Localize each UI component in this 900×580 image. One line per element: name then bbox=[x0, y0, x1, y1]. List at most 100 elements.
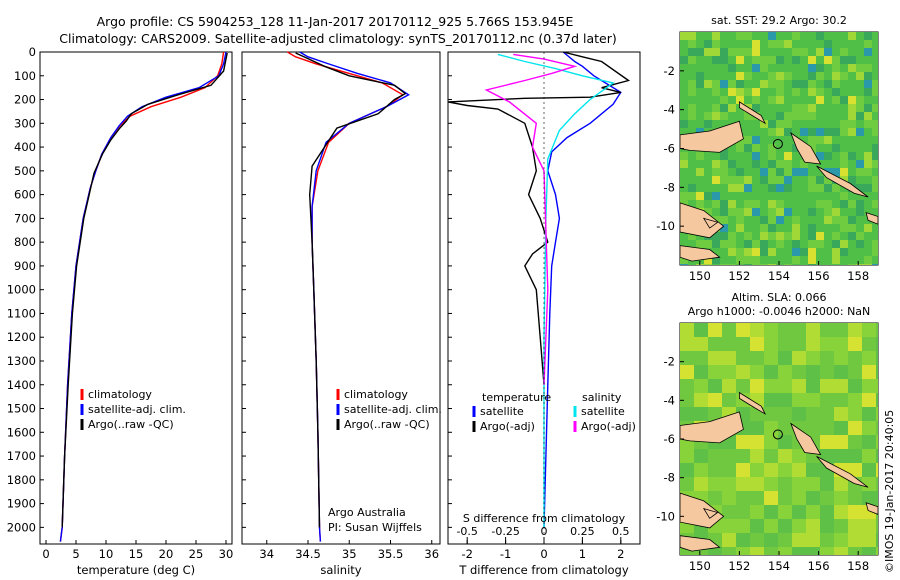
map_sst-cell bbox=[792, 64, 800, 72]
map_sla-cell bbox=[750, 505, 764, 519]
map_sst-cell bbox=[720, 232, 728, 240]
temperature-y-tick-label: 700 bbox=[14, 211, 36, 225]
map_sst-cell bbox=[832, 104, 840, 112]
map_sst-cell bbox=[816, 48, 824, 56]
map_sla-cell bbox=[722, 379, 736, 393]
map_sla-cell bbox=[764, 477, 778, 491]
map_sst-cell bbox=[776, 72, 784, 80]
map_sst-cell bbox=[728, 184, 736, 192]
temperature-x-tick-label: 20 bbox=[159, 547, 174, 561]
map_sla-cell bbox=[764, 365, 778, 379]
map_sst-cell bbox=[856, 168, 864, 176]
map_sst-cell bbox=[744, 176, 752, 184]
map_sst-cell bbox=[720, 200, 728, 208]
map_sst-cell bbox=[688, 104, 696, 112]
map_sst-cell bbox=[752, 120, 760, 128]
map_sst-cell bbox=[704, 168, 712, 176]
map_sst-cell bbox=[712, 248, 720, 256]
map_sla-cell bbox=[764, 379, 778, 393]
map_sst-cell bbox=[696, 32, 704, 40]
temperature-y-tick-label: 1300 bbox=[7, 354, 36, 368]
map_sla-cell bbox=[862, 435, 876, 449]
map_sst-cell bbox=[712, 120, 720, 128]
map_sst-cell bbox=[808, 256, 816, 264]
map_sst-cell bbox=[816, 168, 824, 176]
map_sst-cell bbox=[768, 128, 776, 136]
map_sla-cell bbox=[722, 533, 736, 547]
map_sst-cell bbox=[728, 264, 736, 265]
map_sst-cell bbox=[760, 104, 768, 112]
map_sst-cell bbox=[736, 232, 744, 240]
map_sst-cell bbox=[768, 200, 776, 208]
map_sst-cell bbox=[872, 200, 878, 208]
map_sst-cell bbox=[864, 192, 872, 200]
salinity-x-tick-label: 35 bbox=[342, 547, 357, 561]
map_sst-cell bbox=[816, 40, 824, 48]
map_sst-cell bbox=[800, 40, 808, 48]
map_sst-island-5 bbox=[679, 245, 721, 262]
map_sst-cell bbox=[680, 168, 688, 176]
map_sla-cell bbox=[680, 393, 694, 407]
map_sst-cell bbox=[824, 152, 832, 160]
map_sst-cell bbox=[728, 32, 736, 40]
map_sst-cell bbox=[752, 224, 760, 232]
map_sst-cell bbox=[864, 112, 872, 120]
map_sst-title: sat. SST: 29.2 Argo: 30.2 bbox=[711, 14, 847, 27]
map_sst-cell bbox=[720, 224, 728, 232]
map_sla-cell bbox=[778, 547, 792, 555]
temperature-y-tick-label: 1600 bbox=[7, 425, 36, 439]
salinity-x-axis-title: salinity bbox=[320, 563, 361, 577]
salinity-legend-label-0: climatology bbox=[344, 388, 408, 401]
map_sst-cell bbox=[712, 232, 720, 240]
map_sst-cell bbox=[696, 104, 704, 112]
map_sst-cell bbox=[720, 160, 728, 168]
map_sst-cell bbox=[808, 184, 816, 192]
map_sst-cell bbox=[688, 232, 696, 240]
difference-top-tick-label: 0.25 bbox=[570, 525, 595, 538]
map_sla-cell bbox=[722, 393, 736, 407]
map_sst-cell bbox=[768, 216, 776, 224]
map_sla-cell bbox=[862, 337, 876, 351]
map_sst-cell bbox=[776, 176, 784, 184]
map_sst-cell bbox=[872, 256, 878, 264]
map_sst-cell bbox=[848, 112, 856, 120]
map_sla-cell bbox=[876, 491, 878, 505]
map_sst-cell bbox=[752, 184, 760, 192]
map_sla-cell bbox=[848, 435, 862, 449]
map_sst-cell bbox=[800, 112, 808, 120]
map_sst-cell bbox=[768, 48, 776, 56]
map_sst-cell bbox=[848, 32, 856, 40]
map_sst-cell bbox=[856, 176, 864, 184]
map_sst-cell bbox=[792, 72, 800, 80]
map_sla-cell bbox=[764, 505, 778, 519]
difference-x-tick-label: 2 bbox=[617, 547, 624, 561]
map_sst-cell bbox=[872, 224, 878, 232]
map_sst-cell bbox=[840, 144, 848, 152]
temperature-y-tick-label: 900 bbox=[14, 259, 36, 273]
map_sst-cell bbox=[752, 208, 760, 216]
map_sst-cell bbox=[840, 168, 848, 176]
map_sst-cell bbox=[720, 120, 728, 128]
map_sst-cell bbox=[696, 72, 704, 80]
map_sst-cell bbox=[704, 192, 712, 200]
map_sst-cell bbox=[720, 80, 728, 88]
map_sst-cell bbox=[776, 200, 784, 208]
map_sla-cell bbox=[778, 435, 792, 449]
map_sst-cell bbox=[824, 208, 832, 216]
map_sla-cell bbox=[862, 449, 876, 463]
map_sla-cell bbox=[862, 379, 876, 393]
map_sla-cell bbox=[750, 379, 764, 393]
temperature-y-tick-label: 200 bbox=[14, 93, 36, 107]
map_sla-cell bbox=[750, 351, 764, 365]
map_sst-cell bbox=[744, 216, 752, 224]
map_sla-cell bbox=[820, 505, 834, 519]
salinity-annotation-0: Argo Australia bbox=[328, 506, 406, 519]
map_sst-cell bbox=[728, 88, 736, 96]
map_sst-cell bbox=[744, 168, 752, 176]
map_sst-cell bbox=[760, 256, 768, 264]
map_sst-cell bbox=[856, 144, 864, 152]
map_sst-cell bbox=[688, 192, 696, 200]
map_sla-cell bbox=[764, 323, 778, 337]
map_sst-cell bbox=[752, 200, 760, 208]
map_sst-cell bbox=[680, 120, 688, 128]
